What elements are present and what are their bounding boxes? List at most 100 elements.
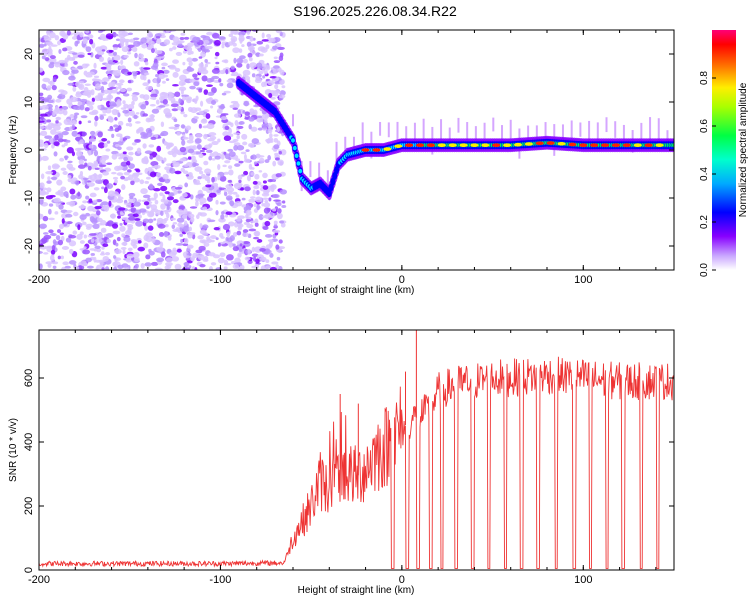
noise-speckle [88, 111, 97, 116]
noise-speckle [206, 78, 213, 83]
noise-speckle [50, 129, 57, 135]
signal-streak [379, 121, 382, 136]
noise-speckle [263, 70, 268, 75]
noise-speckle [98, 173, 103, 179]
noise-speckle [161, 66, 166, 70]
noise-speckle [195, 95, 199, 101]
noise-speckle [97, 51, 105, 56]
noise-speckle [86, 265, 94, 269]
noise-speckle [187, 148, 195, 154]
noise-speckle [127, 247, 133, 252]
noise-speckle [90, 135, 95, 139]
noise-speckle [108, 49, 114, 53]
noise-speckle [124, 253, 128, 259]
noise-speckle [137, 246, 145, 252]
noise-speckle [55, 116, 62, 121]
noise-speckle [79, 240, 85, 244]
noise-speckle [273, 137, 279, 143]
noise-speckle [95, 266, 99, 270]
noise-speckle [191, 117, 198, 124]
noise-speckle [54, 211, 59, 215]
noise-speckle [236, 125, 244, 130]
noise-speckle [219, 175, 227, 182]
noise-speckle [247, 45, 255, 52]
noise-speckle [224, 214, 229, 218]
noise-speckle [55, 98, 62, 103]
noise-speckle [154, 267, 163, 270]
noise-speckle [215, 237, 219, 241]
noise-speckle [211, 99, 217, 105]
noise-speckle [207, 91, 215, 96]
noise-speckle [236, 134, 240, 140]
noise-speckle [132, 72, 138, 77]
noise-speckle [241, 133, 248, 140]
noise-speckle [162, 194, 166, 201]
noise-speckle [117, 120, 124, 126]
noise-speckle [280, 149, 287, 156]
noise-speckle [273, 199, 281, 202]
noise-speckle [66, 147, 74, 154]
noise-speckle [125, 123, 130, 127]
noise-speckle [223, 266, 228, 270]
noise-speckle [113, 47, 118, 51]
noise-speckle [205, 113, 211, 120]
noise-speckle [160, 203, 166, 210]
noise-speckle [47, 165, 52, 171]
noise-speckle [225, 211, 233, 216]
noise-speckle [279, 31, 283, 37]
noise-speckle [226, 121, 233, 126]
noise-speckle [55, 120, 59, 124]
noise-speckle [39, 120, 45, 123]
noise-speckle [96, 217, 103, 223]
noise-speckle [151, 236, 156, 244]
noise-speckle [67, 178, 73, 183]
noise-speckle [203, 114, 207, 118]
noise-speckle [272, 45, 278, 50]
noise-speckle [171, 108, 179, 112]
signal-streak [666, 130, 669, 146]
noise-speckle [254, 78, 262, 84]
noise-speckle [62, 109, 68, 116]
noise-speckle [52, 239, 57, 245]
noise-speckle [207, 219, 216, 223]
noise-speckle [217, 257, 225, 264]
noise-speckle [170, 103, 179, 108]
noise-speckle [43, 35, 49, 39]
noise-speckle [277, 159, 284, 166]
noise-speckle [93, 62, 97, 69]
signal-streak [344, 136, 347, 162]
noise-speckle [245, 209, 252, 216]
signal-streak [292, 114, 294, 127]
noise-speckle [117, 146, 122, 151]
noise-speckle [40, 213, 44, 218]
spectrogram-marks [39, 30, 674, 270]
noise-speckle [198, 62, 204, 68]
noise-speckle [236, 145, 245, 151]
noise-speckle [112, 176, 119, 180]
noise-speckle [196, 144, 202, 150]
noise-speckle [62, 170, 68, 176]
noise-speckle [138, 208, 147, 213]
noise-speckle [67, 82, 75, 86]
noise-speckle [211, 158, 216, 161]
noise-speckle [121, 184, 126, 190]
noise-speckle [43, 43, 47, 47]
noise-speckle [116, 99, 122, 105]
noise-speckle [92, 199, 98, 204]
signal-hotspot [633, 143, 642, 147]
noise-speckle [203, 89, 209, 95]
noise-speckle [87, 165, 92, 171]
noise-speckle [228, 151, 236, 157]
noise-speckle [89, 130, 96, 136]
noise-speckle [261, 32, 265, 39]
noise-speckle [105, 233, 114, 238]
noise-speckle [161, 95, 165, 99]
noise-speckle [75, 92, 82, 98]
noise-speckle [102, 171, 110, 176]
noise-speckle [57, 239, 64, 246]
noise-speckle [94, 115, 99, 122]
y-tick-label: -20 [23, 238, 35, 254]
signal-streak [657, 118, 660, 144]
noise-speckle [96, 155, 101, 162]
noise-speckle [105, 148, 111, 152]
